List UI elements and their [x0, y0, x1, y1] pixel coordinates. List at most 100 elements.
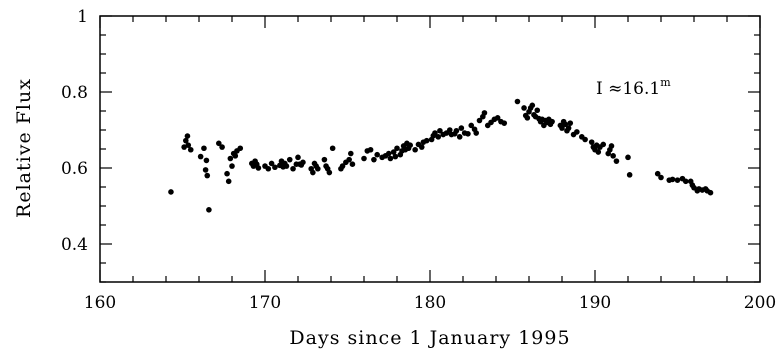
- data-point: [201, 145, 207, 152]
- data-point: [447, 127, 453, 133]
- data-point: [197, 153, 204, 160]
- data-point: [339, 163, 346, 169]
- data-point: [465, 131, 471, 137]
- magnitude-annotation: I ≈16.1m: [596, 76, 671, 99]
- data-point: [390, 149, 397, 155]
- data-point: [361, 155, 367, 162]
- data-point: [268, 160, 275, 167]
- data-point: [295, 154, 301, 161]
- data-point: [183, 137, 189, 144]
- data-point: [562, 121, 569, 128]
- data-point: [494, 115, 501, 121]
- data-point: [300, 159, 306, 166]
- y-tick-label: 0.4: [61, 235, 88, 255]
- data-point: [184, 133, 191, 139]
- data-point: [453, 127, 460, 134]
- annotation-text: I ≈16.1: [596, 79, 660, 99]
- data-point: [501, 120, 508, 126]
- data-point: [529, 102, 536, 109]
- y-tick-label: 1: [77, 7, 88, 27]
- tick-labels: 160 170 180 190 200 0.4 0.6 0.8 1: [61, 7, 776, 313]
- data-point: [232, 153, 239, 159]
- data-point: [283, 163, 290, 169]
- data-point: [476, 117, 483, 124]
- data-point: [559, 125, 565, 131]
- data-point: [432, 130, 438, 136]
- data-point: [458, 125, 465, 131]
- x-tick-label: 200: [744, 293, 776, 313]
- data-point: [669, 176, 676, 183]
- data-point: [224, 170, 230, 177]
- data-point: [202, 167, 209, 173]
- data-point: [565, 125, 572, 131]
- axis-ticks: [99, 15, 761, 283]
- data-point: [315, 165, 321, 172]
- data-point: [229, 163, 235, 169]
- data-point: [707, 189, 714, 196]
- data-point: [654, 170, 661, 177]
- data-point: [310, 169, 316, 176]
- data-point: [367, 146, 374, 153]
- data-point: [326, 169, 333, 176]
- data-point: [626, 172, 633, 178]
- data-point: [610, 153, 616, 159]
- data-point: [219, 144, 225, 150]
- data-point: [204, 172, 211, 179]
- x-axis-title: Days since 1 January 1995: [289, 327, 570, 349]
- data-point: [227, 155, 234, 162]
- data-point: [481, 110, 488, 116]
- data-point: [203, 157, 210, 164]
- y-axis-title: Relative Flux: [13, 78, 35, 218]
- plot-frame: [99, 15, 761, 283]
- data-point: [549, 118, 555, 125]
- data-point: [608, 143, 615, 149]
- data-point: [588, 139, 595, 145]
- annotation-superscript: m: [660, 76, 671, 89]
- data-point: [423, 137, 430, 144]
- x-tick-label: 190: [579, 293, 611, 313]
- data-point: [385, 150, 392, 157]
- x-tick-label: 180: [414, 293, 446, 313]
- data-point: [371, 156, 377, 163]
- data-point: [456, 134, 463, 140]
- data-point: [237, 145, 244, 152]
- data-point: [272, 164, 278, 171]
- data-point: [682, 178, 689, 185]
- data-point: [514, 98, 521, 105]
- y-tick-label: 0.8: [61, 83, 88, 103]
- data-point: [329, 145, 336, 152]
- data-point: [387, 155, 394, 162]
- data-point: [255, 165, 262, 171]
- data-point: [468, 122, 475, 129]
- data-point: [290, 165, 296, 172]
- data-point: [521, 105, 527, 111]
- data-point: [225, 178, 232, 185]
- data-point: [418, 144, 425, 150]
- data-point: [473, 130, 480, 136]
- x-tick-label: 160: [84, 293, 116, 313]
- data-point: [534, 107, 541, 114]
- data-point: [265, 165, 272, 172]
- y-tick-label: 0.6: [61, 159, 88, 179]
- data-points: [168, 98, 714, 213]
- x-tick-label: 170: [249, 293, 281, 313]
- data-point: [407, 142, 414, 148]
- data-point: [348, 150, 354, 157]
- data-point: [524, 115, 531, 121]
- data-point: [392, 153, 399, 160]
- data-point: [595, 149, 602, 155]
- data-point: [206, 207, 212, 213]
- data-point: [216, 140, 222, 147]
- data-point: [168, 189, 174, 195]
- data-point: [349, 161, 356, 167]
- data-point: [582, 136, 588, 143]
- data-point: [286, 156, 293, 163]
- data-point: [435, 134, 442, 140]
- data-point: [321, 156, 328, 163]
- data-point: [412, 146, 418, 153]
- data-point: [394, 145, 400, 152]
- data-point: [613, 158, 620, 164]
- data-point: [674, 177, 681, 183]
- data-point: [658, 174, 664, 181]
